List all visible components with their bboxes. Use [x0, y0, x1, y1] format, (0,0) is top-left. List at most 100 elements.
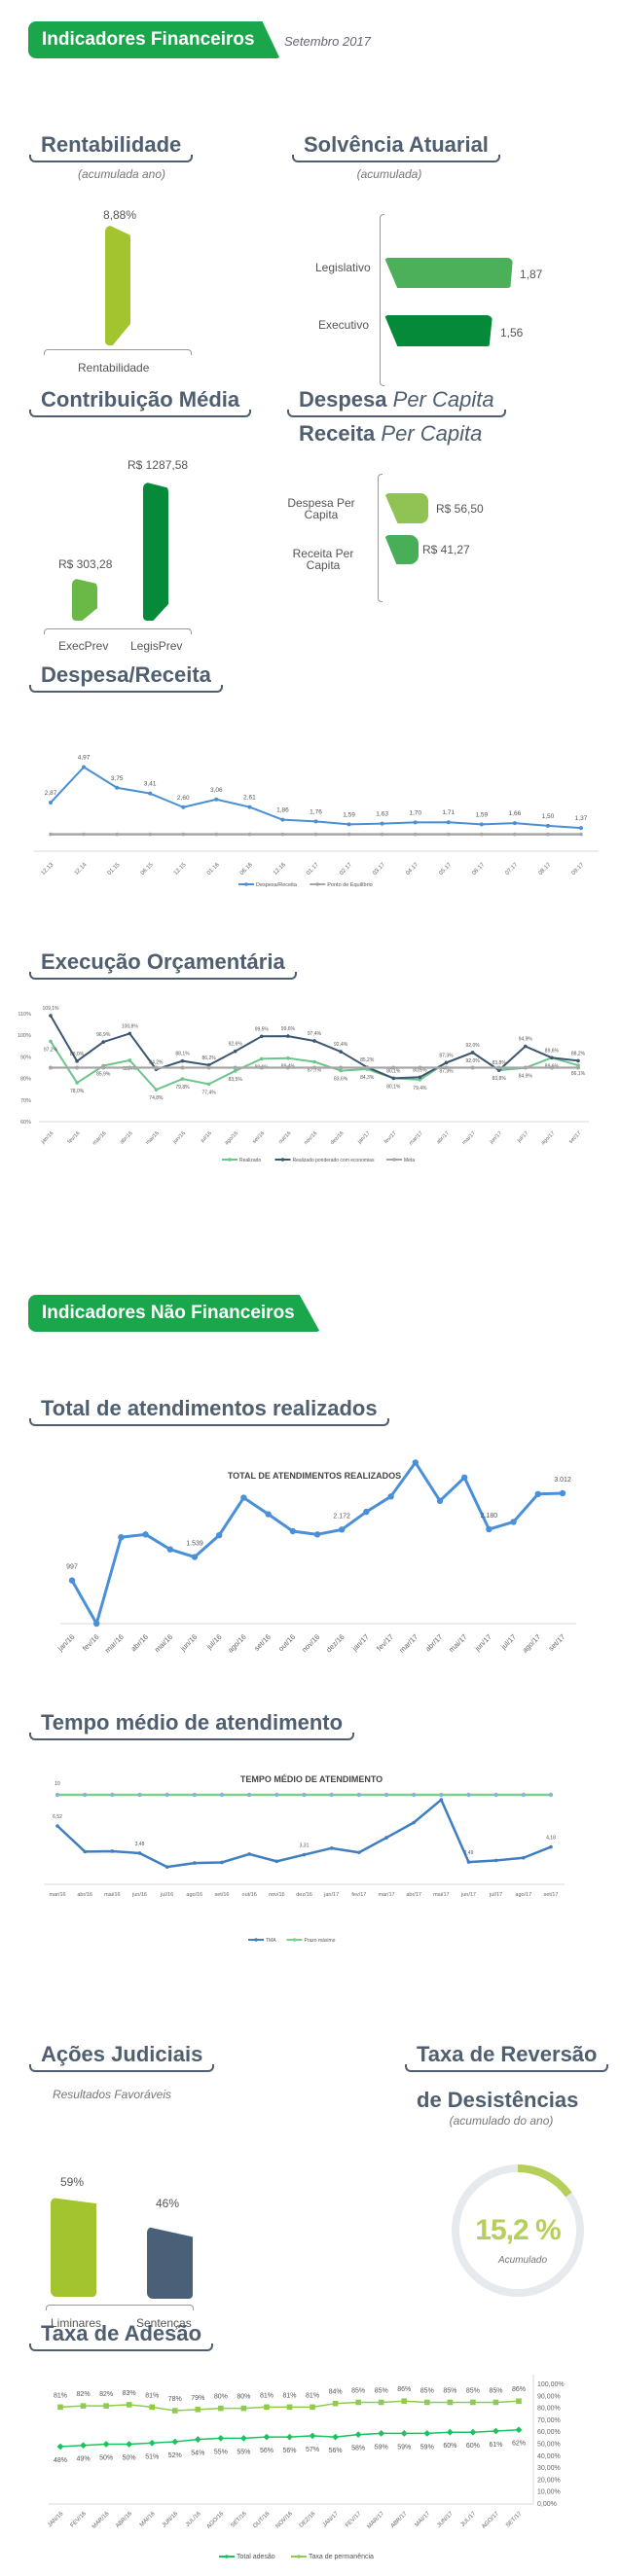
- x-tick-label: 12.13: [41, 862, 55, 877]
- data-label: 1,71: [442, 809, 455, 816]
- tempo-chart: TEMPO MÉDIO DE ATENDIMENTO mar/16 abr/16 ma…: [44, 1774, 565, 1944]
- data-point: [391, 1076, 396, 1081]
- data-point: [383, 1792, 389, 1798]
- y-tick-label: 40,00%: [537, 2453, 561, 2460]
- x-tick-label: jul/17: [498, 1632, 518, 1652]
- data-label: 84,3%: [360, 1075, 375, 1081]
- data-label: 81%: [145, 2392, 159, 2399]
- data-point: [103, 2403, 109, 2409]
- x-tick-label: ago/16: [186, 1892, 202, 1898]
- reversao-subtitle: (acumulado do ano): [449, 2114, 554, 2128]
- x-tick-label: JAN/17: [322, 2511, 341, 2529]
- data-point: [49, 1039, 53, 1044]
- data-point: [496, 1065, 501, 1070]
- data-point: [166, 1546, 173, 1553]
- data-point: [82, 832, 86, 837]
- data-point: [110, 1792, 115, 1798]
- x-tick-label: MAR/16: [91, 2511, 111, 2530]
- x-tick-label: jun/16: [131, 1892, 147, 1898]
- x-tick-label: AGO/16: [206, 2511, 226, 2530]
- y-tick-label: 60,00%: [537, 2429, 561, 2436]
- data-point: [259, 1065, 264, 1070]
- data-label: 80,6%: [413, 1067, 427, 1073]
- x-tick-label: mai/16: [145, 1130, 161, 1146]
- title-bold: Despesa: [299, 387, 387, 411]
- data-label: 80%: [214, 2394, 228, 2401]
- x-tick-label: 07.17: [504, 862, 519, 877]
- data-point: [83, 1849, 87, 1854]
- data-point: [101, 1065, 106, 1070]
- x-tick-label: set/16: [252, 1632, 273, 1653]
- data-point: [493, 1792, 498, 1798]
- data-label: 92,4%: [334, 1042, 348, 1048]
- section-banner-nao-financeiros: Indicadores Não Financeiros: [28, 1295, 320, 1332]
- data-point: [302, 1792, 307, 1798]
- solvencia-axis: [380, 214, 384, 386]
- x-tick-label: 06.16: [239, 862, 254, 877]
- x-tick-label: jun/17: [472, 1632, 493, 1654]
- rentabilidade-category: Rentabilidade: [78, 361, 150, 375]
- solvencia-bar-executivo: [384, 315, 492, 346]
- data-label: 109,1%: [43, 1006, 60, 1012]
- data-label: 86%: [512, 2386, 526, 2393]
- data-label: 99,6%: [281, 1026, 296, 1032]
- data-label: 54%: [191, 2451, 204, 2457]
- data-point: [180, 1058, 185, 1063]
- data-point: [413, 832, 418, 837]
- data-point: [302, 1852, 307, 1857]
- data-label: 1,37: [575, 815, 588, 822]
- data-point: [522, 1855, 526, 1860]
- data-point: [289, 1527, 296, 1535]
- data-point: [549, 1065, 554, 1070]
- x-tick-label: jan/17: [349, 1632, 371, 1654]
- x-tick-label: JAN/16: [47, 2511, 65, 2529]
- adesao-title: Taxa de Adesão: [29, 2321, 214, 2351]
- data-point: [286, 2433, 293, 2441]
- data-point: [286, 2404, 293, 2411]
- data-label: 86%: [397, 2386, 411, 2393]
- rentabilidade-baseline: [44, 349, 192, 355]
- data-label: 78%: [168, 2396, 182, 2403]
- y-tick-label: 30,00%: [537, 2465, 561, 2472]
- data-label: 6,52: [53, 1814, 62, 1820]
- data-point: [545, 823, 550, 828]
- data-point: [401, 2398, 408, 2405]
- data-label: 62%: [512, 2441, 526, 2448]
- data-label: 85%: [420, 2387, 434, 2394]
- x-tick-label: jul/16: [200, 1130, 213, 1144]
- x-tick-label: jun/17: [489, 1130, 504, 1146]
- chart-title: TOTAL DE ATENDIMENTOS REALIZADOS: [228, 1471, 401, 1481]
- data-point: [233, 1065, 237, 1070]
- data-label: 59%: [375, 2444, 388, 2451]
- x-tick-label: jan/17: [356, 1130, 372, 1146]
- legend-marker: [228, 1158, 232, 1162]
- y-tick-label: 70%: [20, 1098, 31, 1104]
- data-label: 2.172: [333, 1513, 350, 1520]
- data-label: 78,0%: [70, 1089, 85, 1094]
- data-point: [181, 832, 186, 837]
- x-tick-label: OUT/16: [252, 2511, 272, 2530]
- data-point: [128, 1058, 132, 1062]
- data-point: [492, 2399, 499, 2406]
- reversao-value: 15,2 %: [475, 2214, 561, 2246]
- data-point: [534, 1490, 541, 1498]
- report-date: Setembro 2017: [284, 34, 371, 49]
- data-point: [49, 1065, 53, 1070]
- y-tick-label: 70,00%: [537, 2417, 561, 2424]
- x-tick-label: FEV/16: [70, 2511, 89, 2529]
- per-capita-label-despesa: Despesa Per Capita: [287, 496, 355, 521]
- data-point: [75, 1059, 79, 1063]
- acoes-value-sentencas: 46%: [156, 2197, 180, 2210]
- x-tick-label: 08.17: [537, 862, 552, 877]
- data-point: [357, 1850, 361, 1855]
- despesa-receita-title: Despesa/Receita: [29, 662, 223, 693]
- data-label: 1,63: [376, 811, 388, 818]
- x-tick-label: 09.17: [571, 862, 586, 877]
- data-point: [55, 1824, 59, 1828]
- data-point: [68, 1577, 76, 1584]
- data-label: 10: [55, 1781, 60, 1787]
- x-tick-label: abr/17: [436, 1130, 451, 1145]
- data-label: 85%: [489, 2387, 502, 2394]
- data-point: [181, 805, 186, 809]
